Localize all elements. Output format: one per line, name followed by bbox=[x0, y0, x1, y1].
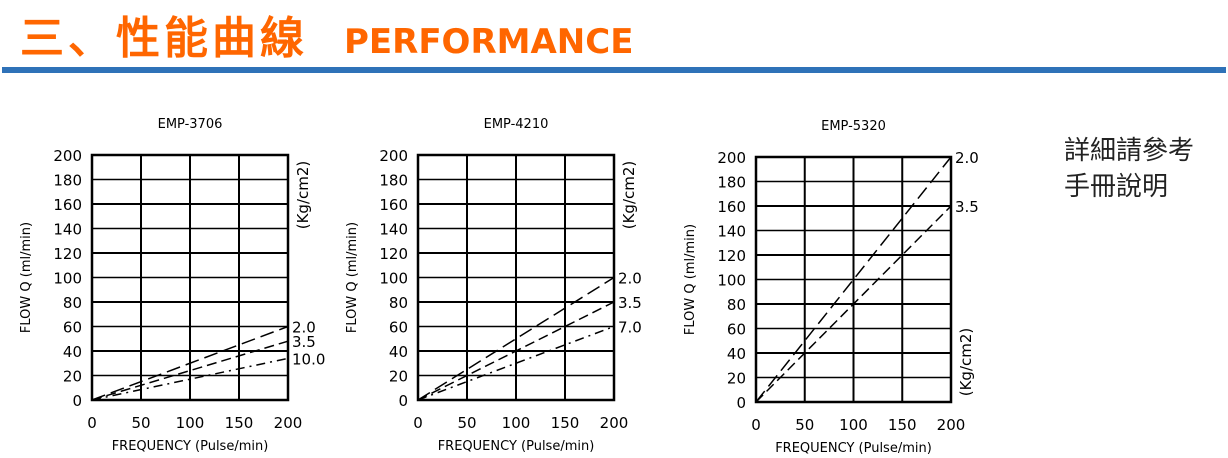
y-tick-label: 20 bbox=[63, 368, 82, 386]
series-label: 10.0 bbox=[292, 350, 325, 368]
plot-frame bbox=[90, 153, 290, 402]
y-tick-label: 200 bbox=[379, 147, 408, 165]
unit-label: (Kg/cm2) bbox=[294, 161, 312, 230]
x-tick-label: 50 bbox=[457, 414, 476, 432]
y-tick-label: 140 bbox=[53, 221, 82, 239]
y-tick-label: 20 bbox=[727, 370, 746, 388]
header-divider bbox=[2, 67, 1226, 73]
x-tick-label: 150 bbox=[551, 414, 580, 432]
x-axis-label: FREQUENCY (Pulse/min) bbox=[438, 439, 595, 454]
x-tick-label: 100 bbox=[502, 414, 531, 432]
y-tick-label: 140 bbox=[717, 223, 746, 241]
y-tick-label: 20 bbox=[389, 368, 408, 386]
series-line-7.0 bbox=[417, 325, 615, 401]
x-tick-label: 50 bbox=[131, 414, 150, 432]
x-tick-label: 150 bbox=[225, 414, 254, 432]
x-tick-label: 200 bbox=[274, 414, 303, 432]
series-line-2.0 bbox=[755, 156, 952, 403]
y-tick-label: 200 bbox=[717, 149, 746, 167]
series-label: 7.0 bbox=[618, 319, 642, 337]
title-chinese: 三、性能曲線 bbox=[20, 13, 308, 64]
y-tick-label: 80 bbox=[727, 296, 746, 314]
x-axis-label: FREQUENCY (Pulse/min) bbox=[112, 439, 269, 454]
y-tick-label: 80 bbox=[389, 294, 408, 312]
y-axis-label: FLOW Q (ml/min) bbox=[345, 222, 360, 333]
series-label: 3.5 bbox=[618, 294, 642, 312]
x-tick-label: 100 bbox=[176, 414, 205, 432]
title-english: PERFORMANCE bbox=[344, 22, 634, 62]
x-tick-label: 100 bbox=[839, 416, 868, 434]
series-label: 2.0 bbox=[292, 319, 316, 337]
series-line-3.5 bbox=[755, 205, 952, 403]
y-tick-label: 40 bbox=[727, 345, 746, 363]
series-label: 3.5 bbox=[292, 333, 316, 351]
x-axis-label: FREQUENCY (Pulse/min) bbox=[775, 441, 932, 456]
x-tick-label: 150 bbox=[888, 416, 917, 434]
y-tick-label: 200 bbox=[53, 147, 82, 165]
series-label: 3.5 bbox=[955, 198, 979, 216]
y-tick-label: 0 bbox=[736, 394, 746, 412]
y-tick-label: 100 bbox=[53, 270, 82, 288]
y-tick-label: 160 bbox=[379, 196, 408, 214]
x-tick-label: 0 bbox=[413, 414, 423, 432]
series-line-3.5 bbox=[91, 340, 289, 401]
y-tick-label: 40 bbox=[389, 343, 408, 361]
x-tick-label: 0 bbox=[87, 414, 97, 432]
chart-emp-4210: 0 20 40 60 80 100 120 140 160 180 200 0 50 100 150 200 E… bbox=[345, 117, 642, 454]
y-tick-label: 120 bbox=[717, 247, 746, 265]
x-tick-label: 200 bbox=[600, 414, 629, 432]
y-tick-label: 120 bbox=[53, 245, 82, 263]
y-tick-label: 180 bbox=[379, 172, 408, 190]
y-tick-label: 0 bbox=[398, 392, 408, 410]
note-line-2: 手冊說明 bbox=[1064, 172, 1169, 202]
chart-title: EMP-4210 bbox=[484, 117, 549, 132]
x-tick-label: 0 bbox=[751, 416, 761, 434]
chart-emp-5320: 0 20 40 60 80 100 120 140 160 180 200 0 50 100 150 200 E… bbox=[683, 119, 979, 456]
y-tick-label: 0 bbox=[72, 392, 82, 410]
y-tick-label: 60 bbox=[63, 319, 82, 337]
series-label: 2.0 bbox=[618, 270, 642, 288]
plot-frame bbox=[754, 155, 953, 404]
series-line-2.0 bbox=[91, 325, 289, 401]
unit-label: (Kg/cm2) bbox=[957, 328, 975, 397]
y-tick-label: 160 bbox=[53, 196, 82, 214]
series-label: 2.0 bbox=[955, 149, 979, 167]
y-axis-label: FLOW Q (ml/min) bbox=[19, 222, 34, 333]
x-tick-label: 200 bbox=[937, 416, 966, 434]
y-tick-label: 40 bbox=[63, 343, 82, 361]
y-tick-label: 60 bbox=[389, 319, 408, 337]
y-axis-label: FLOW Q (ml/min) bbox=[683, 224, 698, 335]
y-tick-label: 120 bbox=[379, 245, 408, 263]
y-tick-label: 180 bbox=[717, 174, 746, 192]
chart-title: EMP-5320 bbox=[821, 119, 886, 134]
unit-label: (Kg/cm2) bbox=[620, 161, 638, 230]
y-tick-label: 80 bbox=[63, 294, 82, 312]
y-tick-label: 100 bbox=[717, 272, 746, 290]
series-line-2.0 bbox=[417, 276, 615, 401]
y-tick-label: 140 bbox=[379, 221, 408, 239]
y-tick-label: 60 bbox=[727, 321, 746, 339]
chart-title: EMP-3706 bbox=[158, 117, 223, 132]
x-tick-label: 50 bbox=[795, 416, 814, 434]
y-tick-label: 100 bbox=[379, 270, 408, 288]
note-line-1: 詳細請參考 bbox=[1064, 136, 1195, 166]
y-tick-label: 180 bbox=[53, 172, 82, 190]
reference-note: 詳細請參考 手冊說明 bbox=[1064, 133, 1194, 205]
chart-emp-3706: 0 20 40 60 80 100 120 140 160 180 200 0 50 100 150 200 E… bbox=[19, 117, 325, 454]
page-title: 三、性能曲線 PERFORMANCE bbox=[20, 2, 633, 66]
y-tick-label: 160 bbox=[717, 198, 746, 216]
series-line-3.5 bbox=[417, 301, 615, 401]
